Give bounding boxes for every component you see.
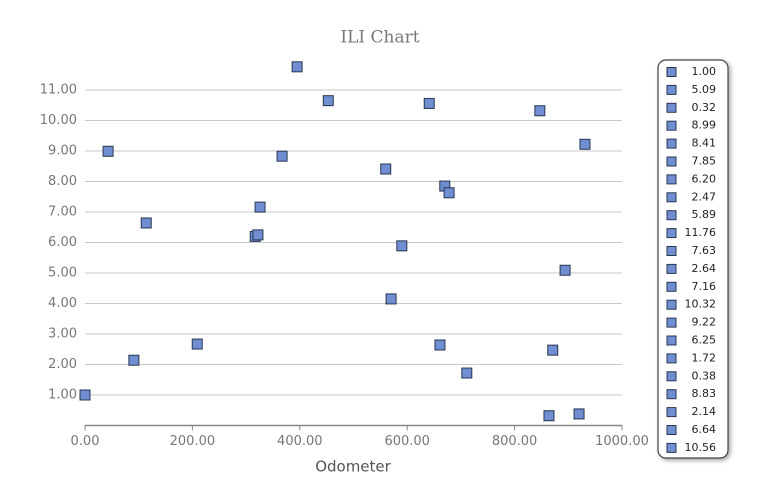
point xyxy=(102,145,114,157)
point xyxy=(396,240,408,252)
legend-marker xyxy=(666,246,677,256)
x-tick-label: 1000.00 xyxy=(595,434,649,449)
x-tick-label: 200.00 xyxy=(170,434,216,449)
x-tick-label: 400.00 xyxy=(277,434,323,449)
point xyxy=(322,95,334,107)
point xyxy=(423,97,435,109)
y-tick-label: 7.00 xyxy=(48,205,77,220)
legend-label: 7.85 xyxy=(692,155,717,168)
legend-label: 6.64 xyxy=(692,423,717,436)
legend-marker xyxy=(666,335,677,346)
y-tick-label: 10.00 xyxy=(40,113,77,128)
legend-marker xyxy=(666,353,677,364)
legend-marker xyxy=(666,317,677,328)
legend-marker xyxy=(666,371,677,382)
legend-marker xyxy=(666,67,677,77)
legend-marker xyxy=(666,120,677,131)
point xyxy=(276,150,288,162)
point xyxy=(534,105,546,117)
legend-label: 5.89 xyxy=(692,208,717,221)
point xyxy=(140,217,152,229)
y-tick-label: 4.00 xyxy=(48,296,77,311)
x-tick-label: 800.00 xyxy=(492,434,538,449)
legend-label: 10.56 xyxy=(685,441,717,454)
point xyxy=(579,138,591,150)
point xyxy=(254,201,266,213)
legend-marker xyxy=(666,84,677,95)
legend-label: 6.25 xyxy=(692,334,717,347)
legend-marker xyxy=(666,174,677,185)
point xyxy=(252,229,264,241)
legend-label: 5.09 xyxy=(692,83,717,96)
legend-marker xyxy=(666,442,677,453)
point xyxy=(559,264,571,276)
legend-label: 8.83 xyxy=(692,387,717,400)
y-tick-label: 11.00 xyxy=(40,83,77,98)
point xyxy=(543,410,555,422)
legend-marker xyxy=(666,299,677,310)
y-tick-label: 6.00 xyxy=(48,235,77,250)
y-tick-label: 2.00 xyxy=(48,357,77,372)
point xyxy=(128,354,140,366)
legend: 1.00 5.09 0.32 8.99 8.41 7.85 6.20 2.47 5.89 11.7… xyxy=(666,65,717,454)
legend-label: 7.16 xyxy=(692,280,717,293)
legend-label: 8.41 xyxy=(692,137,717,150)
legend-marker xyxy=(666,407,677,418)
point xyxy=(434,339,446,351)
legend-label: 2.64 xyxy=(692,262,717,275)
x-tick-label: 0.00 xyxy=(71,434,100,449)
y-tick-label: 3.00 xyxy=(48,327,77,342)
legend-label: 9.22 xyxy=(692,316,717,329)
legend-marker xyxy=(666,210,677,221)
legend-label: 7.63 xyxy=(692,244,717,257)
y-tick-label: 5.00 xyxy=(48,266,77,281)
point xyxy=(291,61,303,73)
legend-label: 10.32 xyxy=(685,298,717,311)
legend-marker xyxy=(666,389,677,400)
y-tick-label: 1.00 xyxy=(48,388,77,403)
legend-marker xyxy=(666,102,677,113)
point xyxy=(547,344,559,356)
y-tick-label: 8.00 xyxy=(48,174,77,189)
point xyxy=(461,367,473,379)
legend-marker xyxy=(666,156,677,167)
chart-title: ILI Chart xyxy=(340,28,419,48)
legend-marker xyxy=(666,281,677,292)
legend-label: 2.47 xyxy=(692,190,717,203)
legend-marker xyxy=(666,138,677,149)
legend-label: 8.99 xyxy=(692,119,717,132)
point xyxy=(191,338,203,350)
legend-label: 0.32 xyxy=(692,101,717,114)
legend-marker xyxy=(666,228,677,239)
legend-marker xyxy=(666,425,677,435)
point xyxy=(443,187,455,199)
point xyxy=(79,389,91,401)
legend-label: 0.38 xyxy=(692,369,717,382)
legend-label: 1.00 xyxy=(692,65,717,78)
point xyxy=(380,163,392,175)
legend-label: 6.20 xyxy=(692,172,717,185)
point xyxy=(385,293,397,305)
x-tick-label: 600.00 xyxy=(384,434,430,449)
legend-marker xyxy=(666,192,677,203)
legend-marker xyxy=(666,263,677,274)
y-tick-label: 9.00 xyxy=(48,144,77,159)
legend-label: 1.72 xyxy=(692,351,717,364)
point xyxy=(573,408,585,420)
legend-label: 11.76 xyxy=(685,226,717,239)
x-axis-title: Odometer xyxy=(315,458,391,476)
legend-label: 2.14 xyxy=(692,405,717,418)
